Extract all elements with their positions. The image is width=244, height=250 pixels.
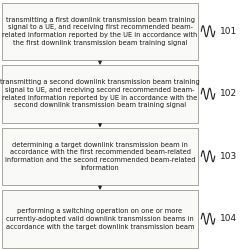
Text: 101: 101 (220, 27, 237, 36)
Text: determining a target downlink transmission beam in
accordance with the first rec: determining a target downlink transmissi… (5, 142, 195, 171)
FancyBboxPatch shape (2, 65, 198, 122)
FancyBboxPatch shape (2, 128, 198, 185)
Text: performing a switching operation on one or more
currently-adopted valid downlink: performing a switching operation on one … (6, 208, 194, 230)
Text: transmitting a first downlink transmission beam training
signal to a UE, and rec: transmitting a first downlink transmissi… (2, 16, 198, 46)
Text: transmitting a second downlink transmission beam training
signal to UE, and rece: transmitting a second downlink transmiss… (0, 79, 200, 108)
Text: 102: 102 (220, 89, 237, 98)
Text: 103: 103 (220, 152, 237, 161)
FancyBboxPatch shape (2, 2, 198, 60)
FancyBboxPatch shape (2, 190, 198, 248)
Text: 104: 104 (220, 214, 237, 223)
